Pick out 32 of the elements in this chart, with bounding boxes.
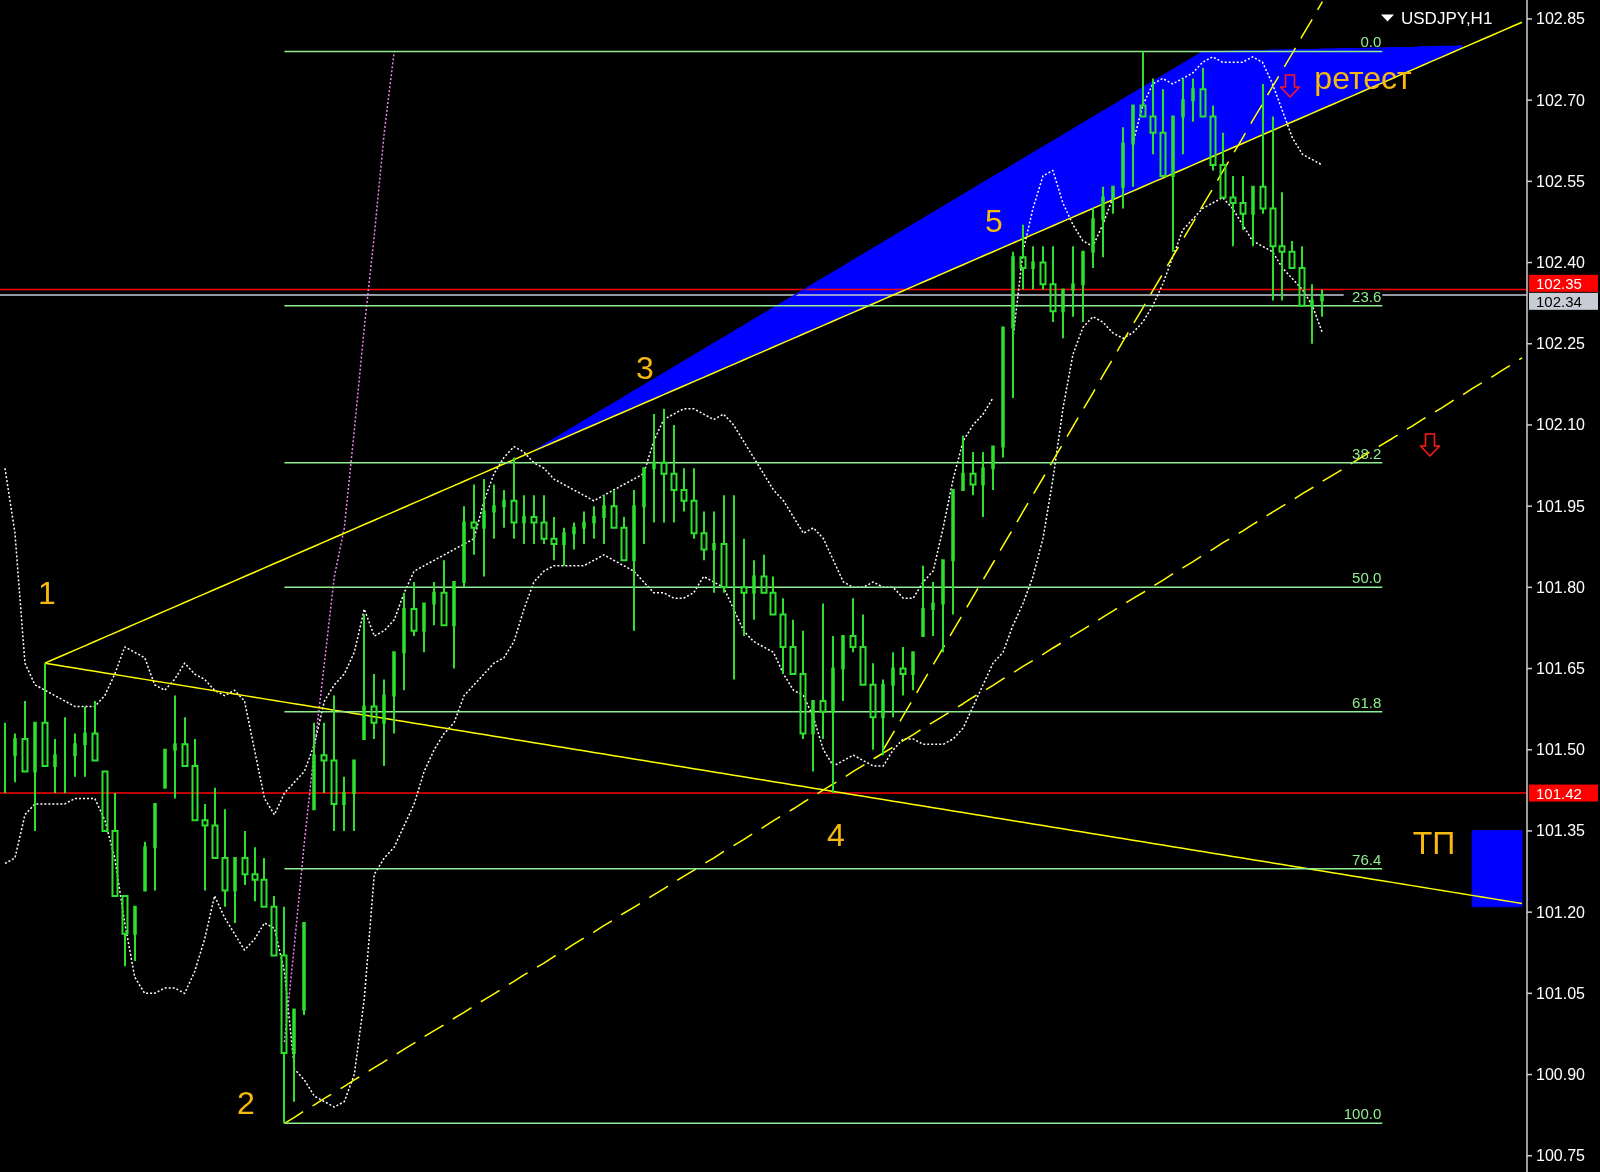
y-tick-label: 102.25 xyxy=(1536,335,1586,353)
y-tick-label: 100.75 xyxy=(1536,1147,1586,1165)
y-tick-label: 101.65 xyxy=(1536,660,1586,678)
annotation: 4 xyxy=(827,817,845,853)
y-tick-label: 102.10 xyxy=(1536,416,1586,434)
annotation: 2 xyxy=(237,1085,255,1121)
y-tick-label: 102.85 xyxy=(1536,10,1586,28)
y-tick-label: 102.70 xyxy=(1536,91,1586,109)
text: USDJPY,H1 xyxy=(1401,8,1493,28)
y-tick-label: 100.90 xyxy=(1536,1066,1586,1084)
annotation: 3 xyxy=(636,350,654,386)
y-tick-label: 101.20 xyxy=(1536,903,1586,921)
ref-line-label: 102.34 xyxy=(1536,292,1582,310)
y-tick-label: 101.35 xyxy=(1536,822,1586,840)
series-label: 76.4 xyxy=(1352,850,1382,868)
y-tick-label: 101.05 xyxy=(1536,984,1586,1002)
y-tick-label: 101.95 xyxy=(1536,497,1586,515)
annotation: 5 xyxy=(985,203,1003,239)
annotation: ТП xyxy=(1412,825,1456,861)
ref-line-label: 102.35 xyxy=(1536,274,1582,292)
ref-line-label: 101.42 xyxy=(1536,784,1582,802)
series-label: 0.0 xyxy=(1360,33,1382,51)
y-tick-label: 102.55 xyxy=(1536,172,1586,190)
series-label: 100.0 xyxy=(1343,1105,1382,1123)
annotation: 1 xyxy=(38,575,56,611)
series-label: 38.2 xyxy=(1352,444,1382,462)
series-label: 50.0 xyxy=(1352,569,1382,587)
y-tick-label: 101.50 xyxy=(1536,741,1586,759)
series-label: 23.6 xyxy=(1352,287,1382,305)
y-tick-label: 102.40 xyxy=(1536,254,1586,272)
y-tick-label: 101.80 xyxy=(1536,578,1586,596)
series-label: 61.8 xyxy=(1352,693,1382,711)
